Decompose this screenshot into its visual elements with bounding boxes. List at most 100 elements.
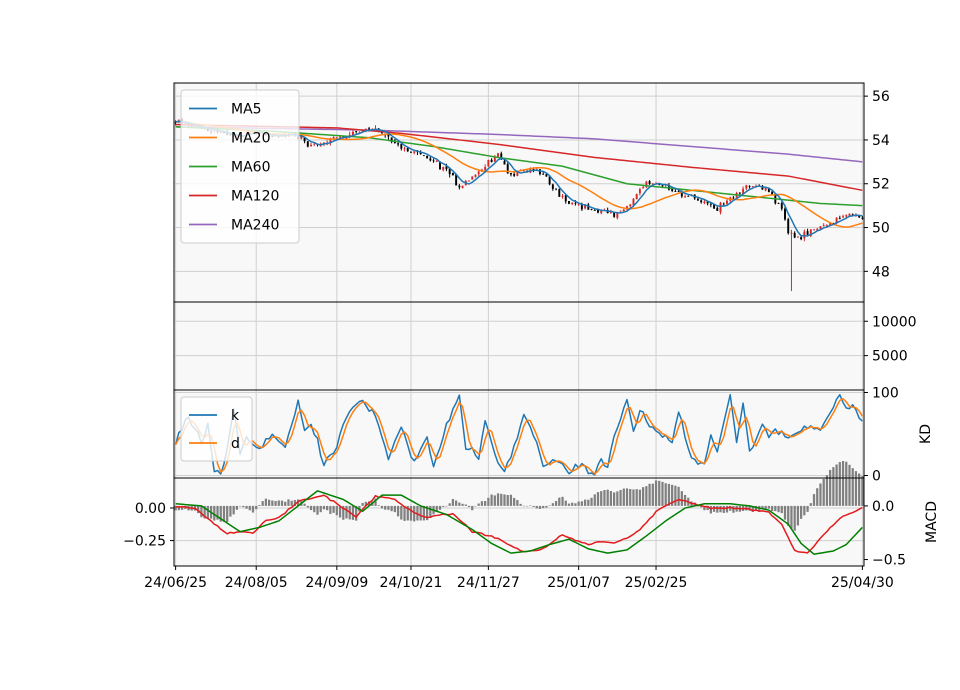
candle-body <box>632 198 635 206</box>
price-legend-entry: MA60 <box>231 160 270 176</box>
candle-body <box>358 131 361 133</box>
histogram-bar <box>825 475 829 506</box>
histogram-bar <box>422 505 426 521</box>
candle-body <box>339 136 342 138</box>
candle-body <box>410 152 412 153</box>
histogram-bar <box>290 500 293 506</box>
histogram-bar <box>722 505 725 513</box>
candle-body <box>645 181 648 188</box>
candle-body <box>713 204 716 209</box>
histogram-bar <box>248 505 251 511</box>
candle-body <box>574 202 577 204</box>
candle-body <box>484 167 487 171</box>
candle-body <box>342 136 345 138</box>
candle-body <box>587 204 590 210</box>
histogram-bar <box>645 486 648 506</box>
candle-body <box>435 161 438 163</box>
histogram-bar <box>780 505 783 514</box>
histogram-bar <box>313 505 316 513</box>
histogram-bar <box>513 497 516 506</box>
candle-body <box>780 203 783 209</box>
price-legend-entry: MA240 <box>231 218 279 234</box>
histogram-bar <box>587 499 590 506</box>
histogram-bar <box>680 491 683 506</box>
candle-body <box>700 200 703 203</box>
histogram-bar <box>635 489 638 506</box>
histogram-bar <box>799 505 803 519</box>
candle-body <box>429 158 432 161</box>
histogram-bar <box>858 473 861 506</box>
histogram-bar <box>242 505 245 508</box>
histogram-bar <box>203 505 206 519</box>
x-tick-label: 24/10/21 <box>380 575 443 591</box>
histogram-bar <box>725 505 729 513</box>
histogram-bar <box>538 505 542 509</box>
candle-body <box>813 229 815 231</box>
candle-body <box>351 131 354 136</box>
histogram-bar <box>267 499 271 506</box>
histogram-bar <box>200 505 203 518</box>
histogram-bar <box>445 505 448 507</box>
histogram-bar <box>332 505 335 513</box>
candle-body <box>642 187 645 189</box>
x-axis: 24/06/25 24/08/05 24/09/09 24/10/21 24/11/27… <box>144 566 894 591</box>
histogram-bar <box>835 464 838 506</box>
histogram-bar <box>796 505 800 526</box>
candle-body <box>335 137 338 139</box>
candle-body <box>842 216 845 218</box>
candle-body <box>303 137 306 142</box>
histogram-bar <box>529 505 532 507</box>
candle-body <box>738 192 741 194</box>
candle-body <box>174 121 177 123</box>
candle-body <box>555 188 558 190</box>
histogram-bar <box>764 505 767 510</box>
candle-body <box>732 197 735 199</box>
price-legend-entry: MA5 <box>231 102 262 118</box>
candle-body <box>845 215 848 217</box>
candle-body <box>387 133 390 137</box>
histogram-bar <box>751 505 754 512</box>
histogram-bar <box>748 505 751 511</box>
histogram-bar <box>409 505 413 521</box>
histogram-bar <box>703 505 706 511</box>
histogram-bar <box>629 489 632 506</box>
candle-body <box>687 195 690 197</box>
candle-body <box>413 151 416 153</box>
candle-body <box>442 166 445 170</box>
histogram-bar <box>461 503 464 506</box>
histogram-bar <box>845 461 848 506</box>
histogram-bar <box>480 501 484 506</box>
histogram-bar <box>609 491 613 506</box>
histogram-bar <box>435 505 438 513</box>
candle-body <box>461 185 464 188</box>
candle-body <box>777 203 780 204</box>
kd-legend-entry: d <box>231 436 240 452</box>
histogram-bar <box>700 505 703 508</box>
histogram-bar <box>277 500 280 506</box>
candle-body <box>613 212 616 217</box>
histogram-bar <box>400 505 403 520</box>
histogram-bar <box>761 505 764 510</box>
histogram-bar <box>216 505 219 520</box>
candle-body <box>796 236 799 238</box>
price-legend-entry: MA120 <box>231 189 279 205</box>
histogram-bar <box>716 505 719 513</box>
histogram-bar <box>174 505 177 511</box>
candle-body <box>564 195 567 202</box>
histogram-bar <box>393 505 396 513</box>
series-k <box>174 393 863 476</box>
macd-left-ytick-label: 0.00 <box>135 501 166 517</box>
candle-body <box>406 147 409 152</box>
histogram-bar <box>338 505 342 518</box>
histogram-bar <box>606 489 609 506</box>
candle-body <box>616 212 619 218</box>
candle-body <box>381 132 383 134</box>
histogram-bar <box>442 505 445 507</box>
candle-body <box>332 137 335 139</box>
macd-panel: 0.00 −0.25 0.0 −0.5 MACD <box>123 460 940 569</box>
candle-body <box>800 237 803 240</box>
histogram-bar <box>696 505 700 507</box>
histogram-bar <box>238 505 242 507</box>
histogram-bar <box>709 505 712 514</box>
histogram-bar <box>326 505 329 511</box>
